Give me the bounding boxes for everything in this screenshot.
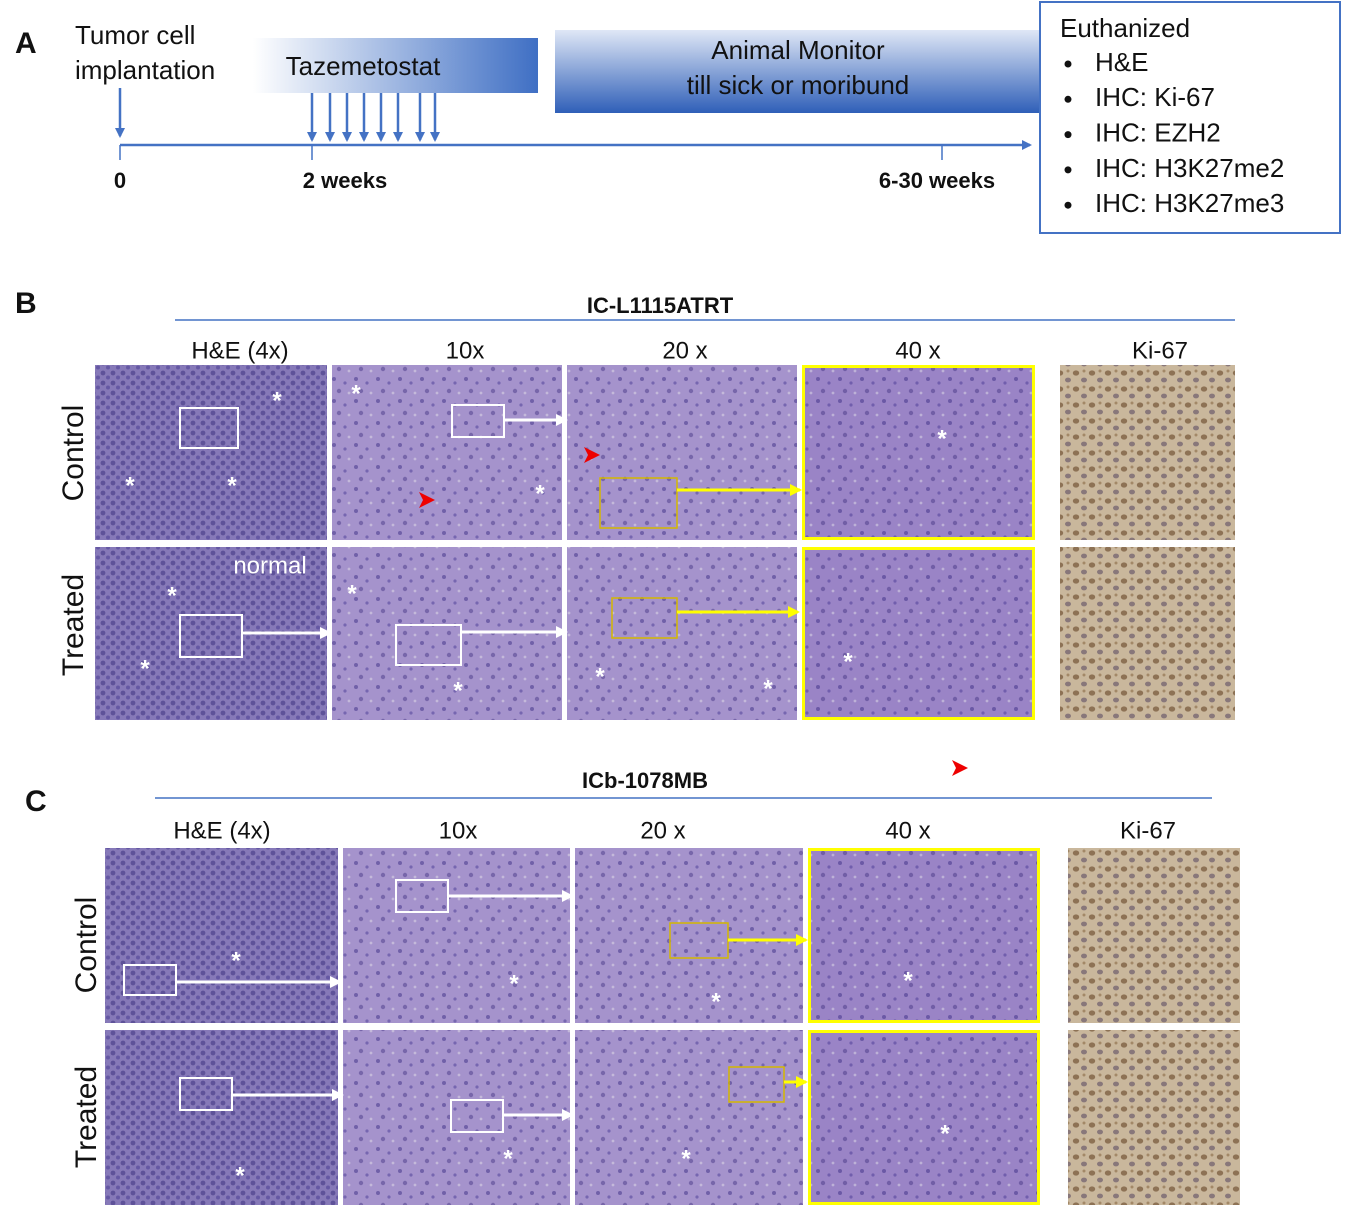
zoom-box: [611, 597, 678, 639]
micrograph-texture: [343, 848, 570, 1023]
zoom-box: [179, 614, 243, 658]
column-header: 20 x: [662, 337, 707, 364]
micrograph-texture: [802, 547, 1035, 720]
row-label: Treated: [70, 1066, 103, 1168]
micrograph-texture: [808, 1030, 1040, 1205]
panel-label: A: [15, 27, 37, 60]
micrograph-texture: [343, 1030, 570, 1205]
micrograph-texture: [105, 848, 338, 1023]
red-arrowhead: [419, 492, 435, 508]
asterisk: *: [509, 970, 519, 997]
micrograph-texture: [567, 365, 797, 540]
endpoint-item: H&E: [1095, 47, 1148, 77]
asterisk: *: [711, 988, 721, 1015]
asterisk: *: [227, 472, 237, 499]
timepoint: 6-30 weeks: [879, 168, 995, 193]
treatment-label: Tazemetostat: [286, 51, 441, 81]
micrograph-texture: [1068, 848, 1240, 1023]
asterisk: *: [453, 677, 463, 704]
zoom-box: [179, 407, 239, 449]
zoom-box: [395, 624, 462, 666]
column-header: H&E (4x): [173, 817, 270, 844]
micrograph-frame: [808, 848, 1040, 1023]
column-header: Ki-67: [1132, 337, 1188, 364]
asterisk: *: [347, 580, 357, 607]
asterisk: *: [937, 425, 947, 452]
panel-label: B: [15, 287, 37, 320]
implant-label: implantation: [75, 55, 215, 85]
micrograph-texture: [802, 365, 1035, 540]
asterisk: *: [125, 472, 135, 499]
micrograph-texture: [1060, 547, 1235, 720]
asterisk: *: [140, 655, 150, 682]
endpoint-box: [1039, 1, 1341, 234]
zoom-box: [123, 964, 177, 996]
asterisk: *: [272, 387, 282, 414]
timepoint: 2 weeks: [303, 168, 387, 193]
micrograph-texture: [105, 1030, 338, 1205]
asterisk: *: [903, 967, 913, 994]
column-header: 40 x: [895, 337, 940, 364]
micrograph-texture: [567, 547, 797, 720]
asterisk: *: [535, 480, 545, 507]
endpoint-item: IHC: H3K27me3: [1095, 188, 1284, 218]
bullet: [1064, 131, 1072, 139]
micrograph-frame: [802, 547, 1035, 720]
asterisk: *: [843, 648, 853, 675]
timepoint: 0: [114, 168, 126, 193]
asterisk: *: [595, 663, 605, 690]
monitor-label: till sick or moribund: [687, 70, 910, 100]
micrograph-texture: [1068, 1030, 1240, 1205]
implant-label: Tumor cell: [75, 20, 195, 50]
column-header: 40 x: [885, 817, 930, 844]
bullet: [1064, 201, 1072, 209]
column-header: H&E (4x): [191, 337, 288, 364]
row-label: Control: [57, 405, 90, 502]
annotation: normal: [233, 552, 306, 579]
monitor-bar: [555, 30, 1040, 113]
panel-label: C: [25, 785, 47, 818]
endpoint-item: IHC: EZH2: [1095, 117, 1221, 147]
zoom-box: [599, 477, 678, 529]
endpoint-item: IHC: Ki-67: [1095, 82, 1215, 112]
column-header: 10x: [439, 817, 478, 844]
row-label: Control: [70, 897, 103, 994]
asterisk: *: [351, 380, 361, 407]
micrograph-texture: [95, 365, 327, 540]
micrograph-frame: [808, 1030, 1040, 1205]
red-arrowhead: [584, 447, 600, 463]
micrograph-texture: [1060, 365, 1235, 540]
bullet: [1064, 95, 1072, 103]
model-title: IC-L1115ATRT: [587, 293, 734, 318]
micrograph-texture: [575, 1030, 803, 1205]
asterisk: *: [763, 675, 773, 702]
column-header: Ki-67: [1120, 817, 1176, 844]
bullet: [1064, 166, 1072, 174]
column-header: 20 x: [640, 817, 685, 844]
column-header: 10x: [446, 337, 485, 364]
asterisk: *: [167, 582, 177, 609]
asterisk: *: [940, 1120, 950, 1147]
treatment-bar: [253, 38, 538, 93]
asterisk: *: [231, 947, 241, 974]
bullet: [1064, 60, 1072, 68]
endpoint-title: Euthanized: [1060, 13, 1190, 43]
micrograph-texture: [808, 848, 1040, 1023]
monitor-label: Animal Monitor: [711, 35, 885, 65]
micrograph-frame: [802, 365, 1035, 540]
endpoint-item: IHC: H3K27me2: [1095, 153, 1284, 183]
row-label: Treated: [57, 574, 90, 676]
micrograph-texture: [575, 848, 803, 1023]
asterisk: *: [235, 1162, 245, 1189]
zoom-box: [728, 1066, 785, 1103]
asterisk: *: [503, 1145, 513, 1172]
model-title: ICb-1078MB: [582, 768, 708, 793]
micrograph-texture: [332, 365, 562, 540]
red-arrowhead: [952, 760, 968, 776]
asterisk: *: [681, 1145, 691, 1172]
